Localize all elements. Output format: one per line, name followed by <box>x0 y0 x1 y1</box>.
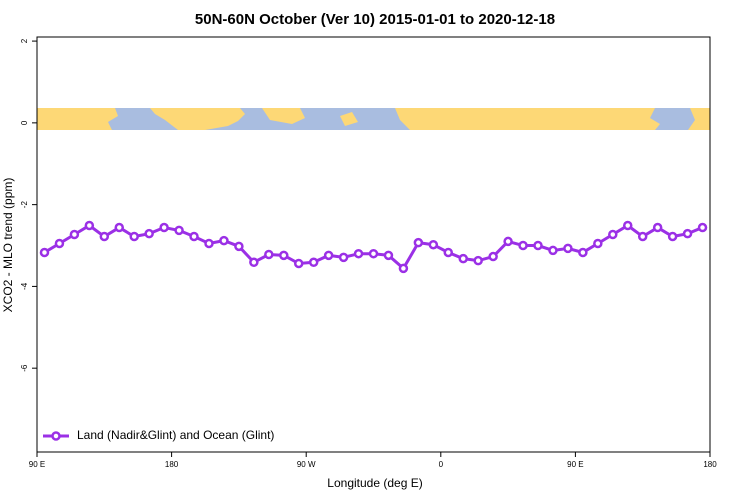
y-tick-label: -6 <box>20 364 29 372</box>
data-point <box>174 225 184 236</box>
legend-label: Land (Nadir&Glint) and Ocean (Glint) <box>77 428 274 442</box>
plot-frame <box>36 36 711 453</box>
data-point <box>234 241 244 252</box>
data-point <box>368 248 379 259</box>
data-point <box>563 243 573 254</box>
data-point <box>264 249 274 260</box>
data-point <box>518 240 528 251</box>
x-tick-label: 90 W <box>297 460 316 469</box>
data-point <box>249 257 259 268</box>
data-point <box>682 228 693 239</box>
data-point <box>159 222 169 233</box>
data-point <box>323 250 334 261</box>
data-point <box>353 248 364 259</box>
y-tick-label: 2 <box>20 38 29 43</box>
data-point <box>398 263 409 274</box>
y-tick-label: -2 <box>20 201 29 209</box>
map-band <box>37 108 710 130</box>
data-point <box>99 231 110 242</box>
data-point <box>667 231 678 242</box>
data-point <box>279 250 289 261</box>
data-point <box>189 231 199 242</box>
data-point <box>458 253 468 264</box>
chart-title: 50N-60N October (Ver 10) 2015-01-01 to 2… <box>195 11 555 28</box>
data-point <box>622 220 633 231</box>
data-point <box>54 238 65 249</box>
data-point <box>503 236 513 247</box>
data-point <box>84 220 95 231</box>
x-axis-label: Longitude (deg E) <box>327 476 422 490</box>
land <box>262 108 305 124</box>
data-point <box>308 257 319 268</box>
data-point <box>533 240 543 251</box>
data-line <box>43 223 704 271</box>
y-axis-label: XCO2 - MLO trend (ppm) <box>1 178 15 313</box>
data-point <box>338 252 349 263</box>
data-point <box>608 229 618 240</box>
x-tick-label: 180 <box>703 460 717 469</box>
x-tick-label: 90 E <box>29 460 45 469</box>
data-point <box>548 245 558 256</box>
data-point <box>383 250 394 261</box>
data-point <box>637 231 648 242</box>
data-point <box>413 237 424 248</box>
data-point <box>144 228 154 239</box>
y-tick-label: -4 <box>20 282 29 290</box>
x-tick-label: 90 E <box>567 460 583 469</box>
legend-marker <box>51 431 61 441</box>
data-point <box>293 258 304 269</box>
data-point <box>473 255 483 266</box>
land <box>150 108 245 130</box>
data-point <box>488 251 498 262</box>
data-point <box>219 235 229 246</box>
land <box>340 112 358 126</box>
data-point <box>129 231 139 242</box>
x-tick-label: 180 <box>165 460 179 469</box>
data-point <box>578 247 588 258</box>
data-point <box>428 239 439 250</box>
data-point <box>39 247 50 258</box>
data-point <box>593 238 603 249</box>
data-point <box>114 222 125 233</box>
data-point <box>652 222 663 233</box>
data-point <box>69 229 80 240</box>
data-point <box>443 247 454 258</box>
data-point <box>204 238 214 249</box>
data-point <box>697 222 708 233</box>
x-tick-label: 0 <box>439 460 444 469</box>
land <box>395 108 660 130</box>
y-tick-label: 0 <box>20 120 29 125</box>
land <box>37 108 118 130</box>
land <box>688 108 710 130</box>
